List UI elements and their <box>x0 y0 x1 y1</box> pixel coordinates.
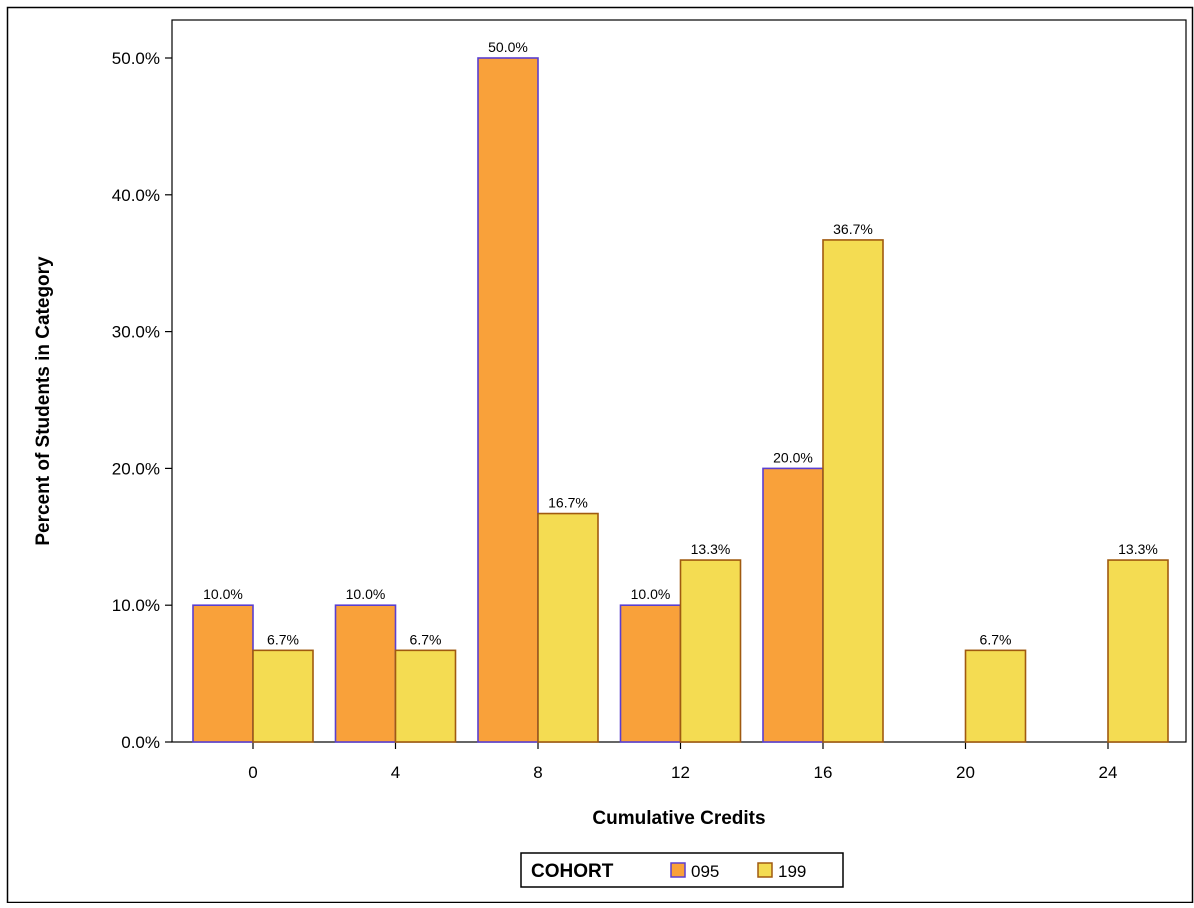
x-tick-label: 12 <box>671 763 690 782</box>
x-axis-title: Cumulative Credits <box>592 808 765 829</box>
y-axis: 0.0% 10.0% 20.0% 30.0% 40.0% 50.0% <box>112 49 172 752</box>
x-tick-label: 0 <box>248 763 257 782</box>
bar-095-8 <box>477 57 539 743</box>
bar-199-4 <box>394 649 457 743</box>
data-label: 6.7% <box>410 631 442 647</box>
x-tick-label: 4 <box>391 763 400 782</box>
bar-199-16 <box>822 239 884 743</box>
data-label: 50.0% <box>488 39 528 55</box>
x-tick-label: 8 <box>533 763 542 782</box>
y-tick-label: 20.0% <box>112 459 160 478</box>
x-axis: 0 4 8 12 16 20 24 <box>248 742 1117 782</box>
x-tick-label: 20 <box>956 763 975 782</box>
bar-095-4 <box>334 604 397 743</box>
y-tick-label: 30.0% <box>112 323 160 342</box>
legend-swatch-199 <box>757 862 773 878</box>
bar-199-24 <box>1107 559 1169 743</box>
data-labels: 10.0% 6.7% 10.0% 6.7% 50.0% 16.7% 10.0% 13.3% 20… <box>203 39 1158 647</box>
legend-title: COHORT <box>531 861 614 882</box>
chart-frame <box>6 6 1194 904</box>
x-tick-label: 24 <box>1099 763 1118 782</box>
bar-199-0 <box>252 649 314 743</box>
legend-box <box>520 852 844 888</box>
legend-label-095: 095 <box>691 862 719 881</box>
y-axis-title: Percent of Students in Category <box>33 256 54 546</box>
data-label: 13.3% <box>691 541 731 557</box>
bars <box>192 57 1169 743</box>
legend-label-199: 199 <box>778 862 806 881</box>
data-label: 13.3% <box>1118 541 1158 557</box>
data-label: 10.0% <box>346 586 386 602</box>
data-label: 6.7% <box>267 631 299 647</box>
legend: COHORT 095 199 <box>520 852 844 888</box>
bar-095-16 <box>762 467 824 743</box>
y-tick-label: 10.0% <box>112 596 160 615</box>
bar-095-0 <box>192 604 254 743</box>
data-label: 20.0% <box>773 449 813 465</box>
data-label: 36.7% <box>833 221 873 237</box>
legend-swatch-095 <box>670 862 686 878</box>
x-tick-label: 16 <box>814 763 833 782</box>
y-tick-label: 40.0% <box>112 186 160 205</box>
data-label: 10.0% <box>631 586 671 602</box>
bar-095-12 <box>619 604 682 743</box>
legend-items: 095 199 <box>670 862 806 881</box>
bar-199-20 <box>964 649 1027 743</box>
bar-199-12 <box>679 559 742 743</box>
data-label: 6.7% <box>980 631 1012 647</box>
y-tick-label: 0.0% <box>121 733 160 752</box>
data-label: 16.7% <box>548 495 588 511</box>
data-label: 10.0% <box>203 586 243 602</box>
bar-199-8 <box>537 512 599 743</box>
y-tick-label: 50.0% <box>112 49 160 68</box>
